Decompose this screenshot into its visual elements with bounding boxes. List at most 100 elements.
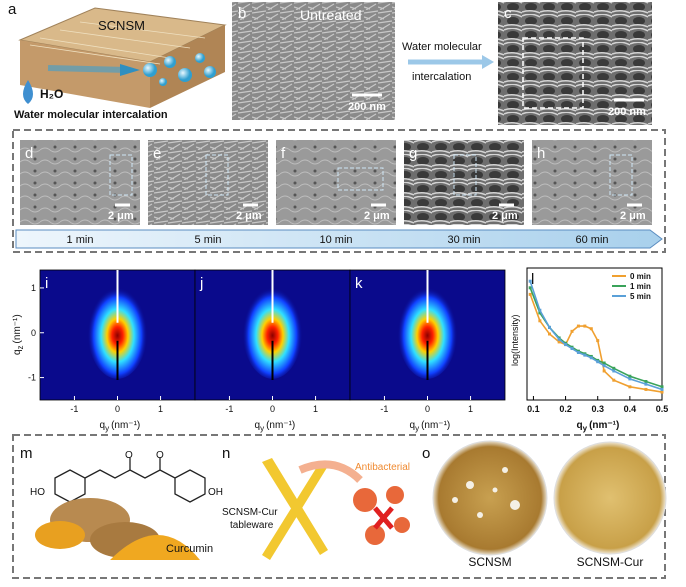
series-line: [529, 294, 663, 393]
scale-bar: 200 nm: [608, 106, 646, 118]
panel-c: c 200 nm: [498, 2, 652, 125]
point: [660, 387, 664, 391]
axis-symbol: q: [577, 420, 583, 431]
panel-letter: l: [531, 271, 534, 288]
sem-image: [404, 140, 524, 225]
point: [583, 353, 587, 357]
zoom-box: [337, 167, 384, 191]
zoom-box: [109, 154, 133, 196]
x-tick-label: 1: [158, 404, 163, 414]
axis-subscript: y: [105, 424, 109, 433]
axis-subscript: y: [583, 424, 588, 433]
panel-letter: k: [355, 275, 363, 292]
point: [612, 369, 616, 373]
label: tableware: [230, 520, 274, 531]
point: [602, 361, 606, 365]
panel-letter: i: [45, 275, 48, 292]
panel-letter: n: [222, 445, 230, 462]
axis-symbol: q: [410, 420, 416, 431]
axis-label: qy (nm⁻¹): [410, 420, 451, 433]
plot-frame: [526, 267, 663, 401]
x-tick-label: 0: [115, 404, 120, 414]
scale-bar: 2 μm: [492, 210, 518, 222]
point: [602, 369, 606, 373]
point: [628, 385, 632, 389]
axis-label: qz (nm⁻¹): [12, 314, 25, 355]
atom: O: [156, 450, 164, 461]
label: Untreated: [300, 7, 361, 23]
panel-letter: o: [422, 445, 430, 462]
panel-a: a SCNSM H₂O Water molecular intercalatio…: [8, 1, 227, 121]
legend-label: 0 min: [630, 272, 651, 281]
label: SCNSM-Cur: [222, 507, 278, 518]
zoom-box: [609, 154, 633, 196]
x-tick-label: 1: [313, 404, 318, 414]
process-arrow: Water molecular intercalation: [402, 41, 494, 83]
atom: OH: [208, 487, 223, 498]
scale-bar: 2 μm: [236, 210, 262, 222]
scale-bar: 2 μm: [364, 210, 390, 222]
panel-n: n SCNSM-Cur tableware Antibacterial: [222, 445, 410, 560]
point: [612, 378, 616, 382]
time-label: 10 min: [319, 234, 352, 246]
point: [557, 337, 561, 341]
x-tick-label: 0.4: [624, 404, 637, 414]
panel-letter: a: [8, 1, 17, 18]
point: [570, 347, 574, 351]
point: [596, 360, 600, 364]
axis-symbol: q: [12, 349, 23, 355]
axis-label: qy (nm⁻¹): [100, 420, 141, 433]
panel-letter: e: [153, 145, 161, 162]
timeline: [15, 229, 663, 249]
point: [644, 382, 648, 386]
label: Water molecular: [402, 41, 482, 53]
point: [644, 380, 648, 384]
label: H₂O: [40, 87, 63, 101]
point: [528, 279, 532, 283]
point: [538, 311, 542, 315]
axis-label: qy (nm⁻¹): [255, 420, 296, 433]
y-tick-label: -1: [28, 373, 36, 383]
scale-bar: 2 μm: [620, 210, 646, 222]
axis-subscript: z: [16, 345, 25, 349]
point: [548, 332, 551, 336]
point: [564, 343, 568, 347]
axis-symbol: q: [100, 420, 106, 431]
point: [660, 385, 664, 389]
x-tick-label: 0: [425, 404, 430, 414]
panel-letter: d: [25, 145, 33, 162]
point: [644, 387, 648, 391]
sem-image: [276, 140, 396, 225]
group-frame: [12, 129, 666, 253]
y-axis-label: log(Intensity): [510, 314, 520, 366]
label: SCNSM-Cur: [577, 555, 644, 569]
chart-l: l 0.1 0.2 0.3 0.4 0.5 qy (nm⁻¹) log(Intensity) 0 …: [510, 267, 668, 433]
legend-label: 1 min: [630, 282, 651, 291]
time-label: 30 min: [447, 234, 480, 246]
axis-unit: (nm⁻¹): [589, 420, 619, 431]
label: SCNSM: [468, 555, 511, 569]
panel-b: b Untreated 200 nm: [232, 2, 395, 120]
y-tick-label: 1: [31, 283, 36, 293]
x-tick-label: 1: [468, 404, 473, 414]
panel-letter: b: [238, 5, 246, 22]
scattering-spot: [397, 282, 458, 379]
point: [660, 390, 664, 394]
sem-image: [20, 140, 140, 225]
legend-label: 5 min: [630, 292, 651, 301]
scale-bar: 200 nm: [348, 101, 386, 113]
point: [628, 377, 632, 381]
atom: O: [125, 450, 133, 461]
time-label: 5 min: [195, 234, 222, 246]
label: Antibacterial: [355, 462, 410, 473]
zoom-box: [205, 154, 229, 196]
caption: Water molecular intercalation: [14, 109, 168, 121]
panel-letter: c: [504, 5, 512, 22]
scale-bar: 2 μm: [108, 210, 134, 222]
label: SCNSM: [98, 18, 145, 33]
point: [628, 374, 632, 378]
point: [596, 339, 600, 343]
x-tick-label: 0.3: [591, 404, 604, 414]
label: intercalation: [412, 71, 471, 83]
